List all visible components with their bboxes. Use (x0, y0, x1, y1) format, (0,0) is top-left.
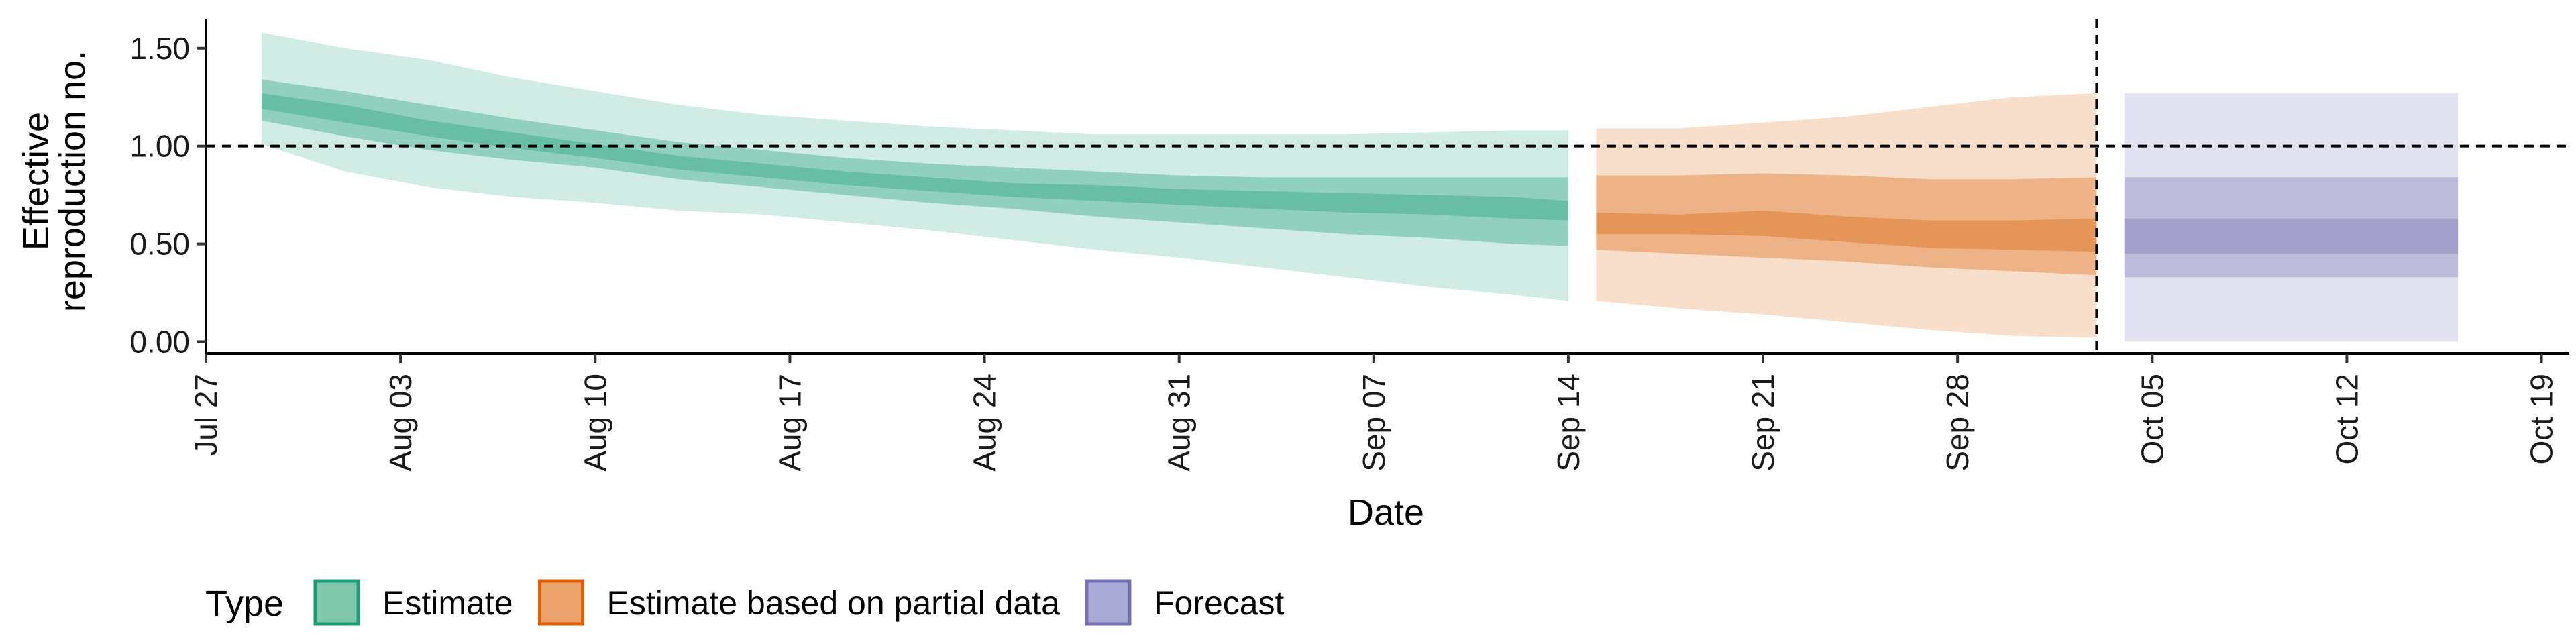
legend-label-estimate: Estimate (382, 584, 513, 622)
plot-area (206, 19, 2569, 354)
estimate-based-on-partial-data-band-50 (1596, 173, 2097, 276)
y-axis-title-line2: reproduction no. (52, 50, 93, 312)
estimate-band-50 (261, 79, 1568, 246)
x-tick-label: Sep 07 (1356, 374, 1391, 472)
y-tick-label: 0.00 (129, 324, 190, 359)
estimate-band-20 (261, 93, 1568, 221)
x-tick-label: Aug 10 (578, 374, 612, 472)
x-tick-label: Oct 12 (2329, 374, 2364, 465)
x-tick-label: Sep 14 (1551, 374, 1586, 472)
estimate-based-on-partial-data-band-20 (1596, 211, 2097, 252)
forecast-band-90 (2124, 93, 2459, 342)
x-tick-label: Oct 05 (2135, 374, 2169, 465)
legend-label-estimate-based-on-partial-data: Estimate based on partial data (607, 584, 1061, 622)
legend-label-forecast: Forecast (1154, 584, 1285, 622)
legend-swatch-forecast (1085, 579, 1132, 626)
x-tick-label: Aug 24 (967, 374, 1002, 472)
x-tick-label: Sep 28 (1940, 374, 1975, 472)
x-tick-label: Jul 27 (189, 374, 223, 456)
y-tick-label: 1.00 (129, 129, 190, 164)
y-axis-title-line1: Effective (16, 112, 56, 250)
x-tick-label: Aug 17 (772, 374, 807, 472)
x-ticks: Jul 27 Aug 03 Aug 10 Aug 17 Aug 24 Aug 31 Sep … (189, 354, 2559, 472)
y-tick-label: 1.50 (129, 31, 190, 66)
x-tick-label: Aug 03 (383, 374, 418, 472)
axis-titles: Date Effective reproduction no. (16, 50, 1424, 533)
forecast-band-50 (2124, 177, 2459, 278)
estimate-based-on-partial-data-band-90 (1596, 93, 2097, 338)
legend-swatch-estimate (313, 579, 360, 626)
x-tick-label: Aug 31 (1162, 374, 1197, 472)
legend-swatch-estimate-based-on-partial-data (538, 579, 585, 626)
x-tick-label: Oct 19 (2524, 374, 2559, 465)
x-tick-label: Sep 21 (1746, 374, 1780, 472)
legend: Type Estimate Estimate based on partial d… (205, 579, 1285, 626)
legend-title: Type (205, 584, 284, 624)
x-axis-title: Date (1348, 492, 1424, 533)
axes (205, 19, 2569, 355)
y-ticks: 0.00 0.50 1.00 1.50 (129, 31, 206, 359)
forecast-band-20 (2124, 218, 2459, 254)
y-tick-label: 0.50 (129, 227, 190, 262)
estimate-band-90 (261, 32, 1568, 301)
